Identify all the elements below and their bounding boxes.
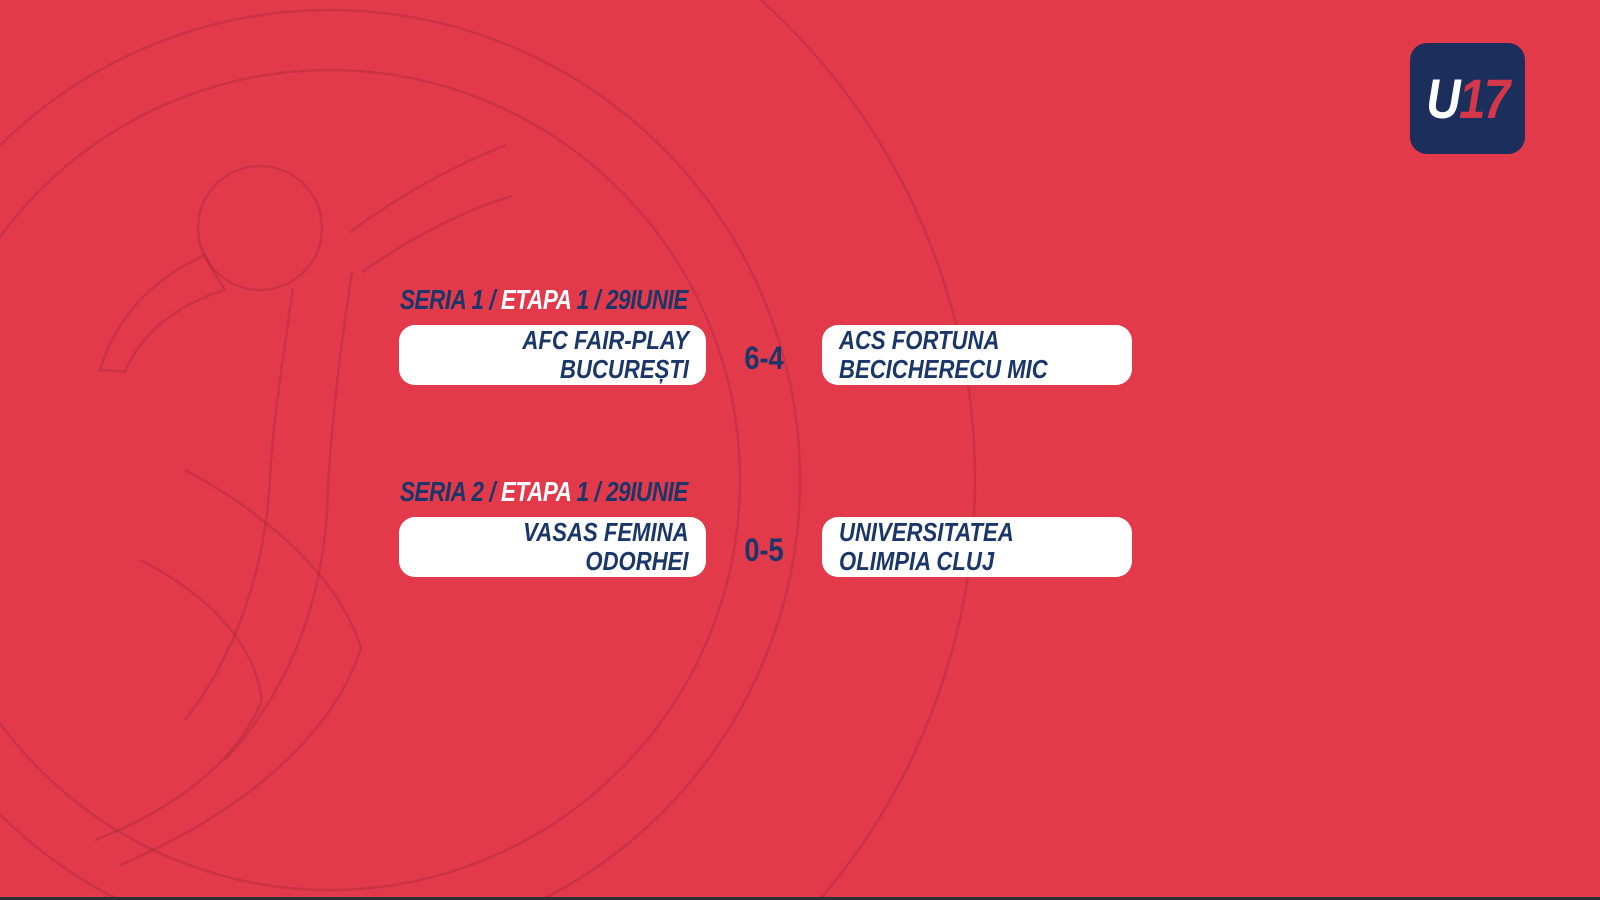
bottom-edge-strip: [0, 897, 1600, 900]
match-2-home-team-name: VASAS FEMINA ODORHEI: [523, 517, 689, 576]
u17-logo-number: 17: [1459, 67, 1510, 130]
match-2-home-team-box: VASAS FEMINA ODORHEI: [399, 517, 706, 577]
section-2-header-etapa: ETAPA: [500, 476, 571, 507]
match-1-away-team-name: ACS FORTUNA BECICHERECU MIC: [839, 325, 1048, 384]
section-1-header-date: 1 / 29IUNIE: [570, 284, 689, 315]
u17-logo-text: U17: [1426, 66, 1510, 131]
match-1-home-team-box: AFC FAIR-PLAY BUCUREȘTI: [399, 325, 706, 385]
section-1-header-etapa: ETAPA: [500, 284, 571, 315]
section-1-header-seria: SERIA 1 /: [400, 284, 501, 315]
u17-logo-letter: U: [1426, 67, 1460, 130]
section-2-header: SERIA 2 / ETAPA 1 / 29IUNIE: [400, 478, 960, 506]
match-2-score: 0-5: [744, 532, 784, 568]
u17-logo-badge: U17: [1410, 43, 1525, 154]
match-1-score: 6-4: [744, 340, 784, 376]
section-2-header-date: 1 / 29IUNIE: [570, 476, 689, 507]
match-2-away-team-name: UNIVERSITATEA OLIMPIA CLUJ: [839, 517, 1014, 576]
match-1-home-team-name: AFC FAIR-PLAY BUCUREȘTI: [522, 325, 689, 384]
section-1-header: SERIA 1 / ETAPA 1 / 29IUNIE: [400, 286, 960, 314]
match-1-away-team-box: ACS FORTUNA BECICHERECU MIC: [822, 325, 1132, 385]
match-2-away-team-box: UNIVERSITATEA OLIMPIA CLUJ: [822, 517, 1132, 577]
section-2-header-seria: SERIA 2 /: [400, 476, 501, 507]
